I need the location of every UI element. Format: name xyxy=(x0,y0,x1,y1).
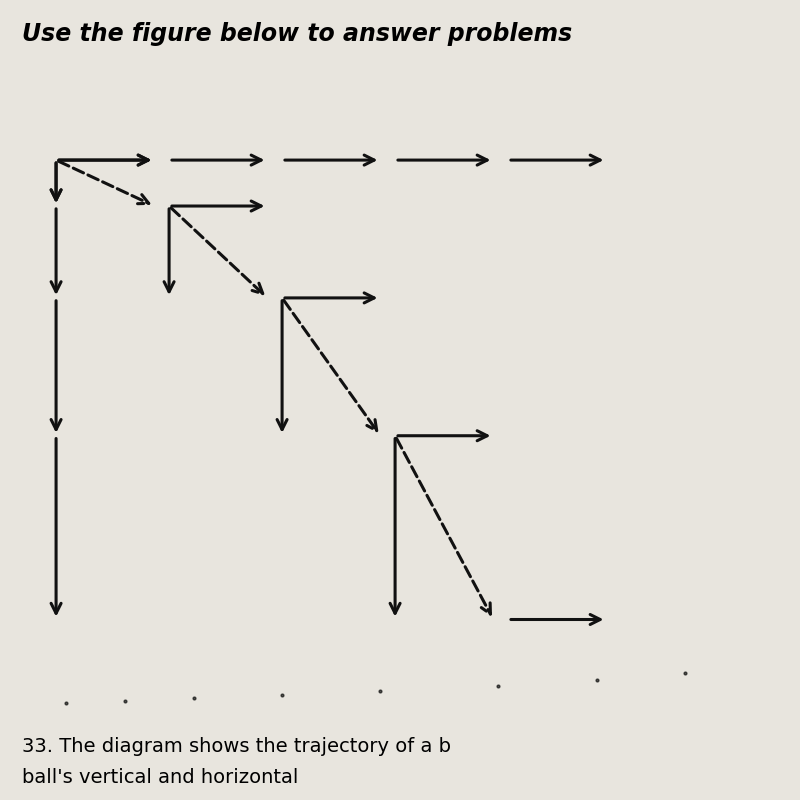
Text: Use the figure below to answer problems: Use the figure below to answer problems xyxy=(22,22,572,46)
Text: 33. The diagram shows the trajectory of a b: 33. The diagram shows the trajectory of … xyxy=(22,737,450,756)
Text: ball's vertical and horizontal: ball's vertical and horizontal xyxy=(22,767,298,786)
